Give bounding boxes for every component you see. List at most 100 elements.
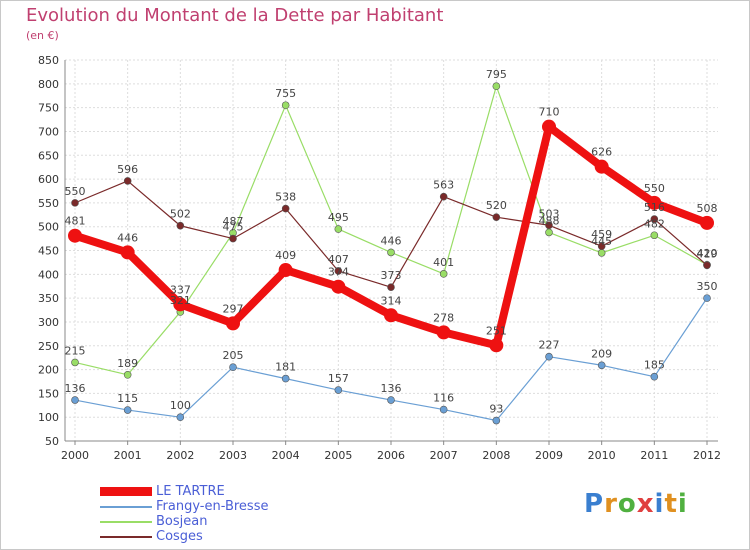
data-label-bosjean: 189 xyxy=(117,357,138,370)
y-tick-label: 550 xyxy=(38,197,59,210)
y-tick-label: 750 xyxy=(38,102,59,115)
data-label-bosjean: 487 xyxy=(223,215,244,228)
data-point-cosges xyxy=(387,283,395,291)
legend-label: LE TARTRE xyxy=(156,484,225,499)
y-tick-label: 300 xyxy=(38,316,59,329)
data-point-le-tartre xyxy=(594,159,609,174)
data-label-frangy-en-bresse: 116 xyxy=(433,392,454,405)
data-point-frangy-en-bresse xyxy=(492,416,501,425)
data-point-le-tartre xyxy=(173,297,188,312)
data-point-le-tartre xyxy=(331,279,346,294)
data-point-frangy-en-bresse xyxy=(334,386,343,394)
data-label-bosjean: 446 xyxy=(381,234,402,247)
y-tick-label: 800 xyxy=(38,78,59,91)
data-label-cosges: 407 xyxy=(328,253,349,266)
legend-swatch xyxy=(100,487,152,496)
logo-letter: r xyxy=(604,489,618,519)
legend-swatch xyxy=(100,506,152,508)
data-point-bosjean xyxy=(597,249,606,257)
data-label-cosges: 538 xyxy=(275,191,296,204)
data-label-bosjean: 488 xyxy=(539,214,560,227)
data-label-frangy-en-bresse: 100 xyxy=(170,399,191,412)
data-label-bosjean: 321 xyxy=(170,294,191,307)
data-label-le-tartre: 251 xyxy=(486,324,507,337)
data-label-frangy-en-bresse: 157 xyxy=(328,372,349,385)
data-label-cosges: 459 xyxy=(591,228,612,241)
data-point-le-tartre xyxy=(68,228,82,243)
data-point-le-tartre xyxy=(120,245,135,260)
data-point-cosges xyxy=(334,267,343,275)
data-point-bosjean xyxy=(387,248,395,257)
x-tick-label: 2001 xyxy=(114,449,142,462)
y-tick-label: 400 xyxy=(38,268,59,281)
y-tick-label: 200 xyxy=(38,364,59,377)
data-label-frangy-en-bresse: 350 xyxy=(697,280,718,293)
x-tick-label: 2009 xyxy=(535,449,563,462)
data-point-frangy-en-bresse xyxy=(123,406,132,414)
y-tick-label: 650 xyxy=(38,149,59,162)
legend-swatch xyxy=(100,536,152,538)
data-label-cosges: 502 xyxy=(170,208,191,221)
data-label-frangy-en-bresse: 227 xyxy=(539,339,560,352)
logo-letter: x xyxy=(636,489,655,519)
data-point-bosjean xyxy=(71,358,79,367)
logo-letter: o xyxy=(617,489,637,519)
x-tick-label: 2008 xyxy=(482,449,510,462)
data-label-cosges: 503 xyxy=(539,207,560,220)
data-label-bosjean: 420 xyxy=(697,247,718,260)
data-point-cosges xyxy=(492,213,501,221)
data-label-frangy-en-bresse: 209 xyxy=(591,347,612,360)
data-point-cosges xyxy=(123,177,132,185)
data-point-bosjean xyxy=(545,228,553,237)
data-point-bosjean xyxy=(281,101,290,110)
data-point-le-tartre xyxy=(226,316,240,331)
data-label-le-tartre: 508 xyxy=(697,202,718,215)
data-label-le-tartre: 374 xyxy=(328,266,349,279)
data-point-cosges xyxy=(597,242,606,251)
y-tick-label: 450 xyxy=(38,245,59,258)
data-point-bosjean xyxy=(439,270,448,278)
x-tick-label: 2012 xyxy=(693,449,721,462)
data-label-cosges: 516 xyxy=(644,201,665,214)
data-point-cosges xyxy=(229,234,237,243)
data-point-cosges xyxy=(439,192,448,201)
data-point-frangy-en-bresse xyxy=(597,361,606,370)
data-point-frangy-en-bresse xyxy=(281,374,290,383)
data-point-frangy-en-bresse xyxy=(71,396,79,404)
data-point-frangy-en-bresse xyxy=(545,352,553,361)
data-point-frangy-en-bresse xyxy=(439,405,448,414)
data-point-cosges xyxy=(703,261,711,270)
x-tick-label: 2011 xyxy=(640,449,668,462)
x-tick-label: 2005 xyxy=(324,449,352,462)
data-label-le-tartre: 337 xyxy=(170,283,191,296)
line-chart: 50 100 150 200 250 300 350 400 450 500 550 600 650 70… xyxy=(38,54,721,462)
logo-letter: i xyxy=(654,489,665,519)
data-label-cosges: 373 xyxy=(381,269,402,282)
proxiti-logo: Proxiti xyxy=(584,489,688,519)
data-label-le-tartre: 314 xyxy=(381,294,402,307)
data-point-cosges xyxy=(176,221,185,230)
data-point-bosjean xyxy=(492,82,501,90)
legend-swatch xyxy=(100,521,152,523)
data-label-frangy-en-bresse: 185 xyxy=(644,359,665,372)
data-point-le-tartre xyxy=(384,308,398,323)
data-label-le-tartre: 409 xyxy=(275,249,296,262)
data-label-le-tartre: 297 xyxy=(223,302,244,315)
data-label-le-tartre: 626 xyxy=(591,146,612,159)
data-label-frangy-en-bresse: 205 xyxy=(223,349,244,362)
x-tick-label: 2010 xyxy=(588,449,616,462)
x-tick-label: 2007 xyxy=(430,449,458,462)
data-point-bosjean xyxy=(650,231,659,240)
data-point-cosges xyxy=(545,221,553,230)
y-tick-label: 150 xyxy=(38,387,59,400)
legend-label: Cosges xyxy=(156,529,203,544)
legend-label: Frangy-en-Bresse xyxy=(156,499,269,514)
data-label-frangy-en-bresse: 136 xyxy=(65,382,86,395)
data-label-le-tartre: 446 xyxy=(117,231,138,244)
data-label-frangy-en-bresse: 136 xyxy=(381,382,402,395)
chart-unit: (en €) xyxy=(26,29,59,42)
logo-letter: i xyxy=(677,489,688,519)
x-tick-label: 2004 xyxy=(272,449,300,462)
y-tick-label: 850 xyxy=(38,54,59,67)
data-point-bosjean xyxy=(123,371,132,379)
